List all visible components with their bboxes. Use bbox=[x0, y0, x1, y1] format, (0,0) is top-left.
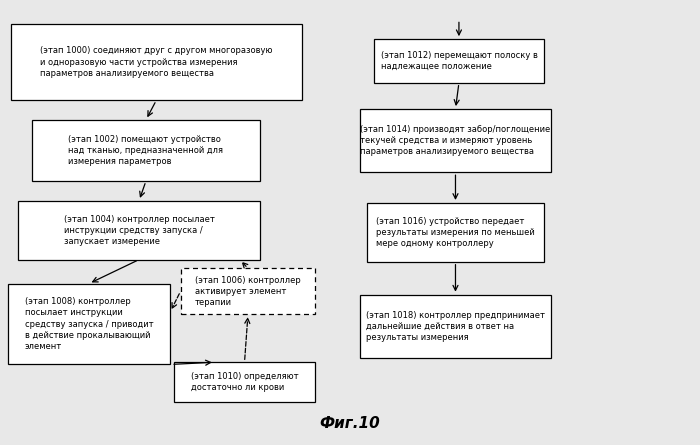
Text: (этап 1016) устройство передает
результаты измерения по меньшей
мере одному конт: (этап 1016) устройство передает результа… bbox=[376, 217, 535, 248]
FancyBboxPatch shape bbox=[11, 24, 302, 100]
Text: (этап 1008) контроллер
посылает инструкции
средству запуска / приводит
в действи: (этап 1008) контроллер посылает инструкц… bbox=[25, 297, 153, 351]
FancyBboxPatch shape bbox=[368, 203, 544, 262]
Text: Фиг.10: Фиг.10 bbox=[320, 416, 380, 431]
Text: (этап 1010) определяют
достаточно ли крови: (этап 1010) определяют достаточно ли кро… bbox=[190, 372, 298, 392]
Text: (этап 1012) перемещают полоску в
надлежащее положение: (этап 1012) перемещают полоску в надлежа… bbox=[381, 51, 538, 71]
FancyBboxPatch shape bbox=[174, 362, 316, 401]
FancyBboxPatch shape bbox=[8, 283, 170, 364]
FancyBboxPatch shape bbox=[374, 39, 544, 83]
Text: (этап 1002) помещают устройство
над тканью, предназначенной для
измерения параме: (этап 1002) помещают устройство над ткан… bbox=[69, 135, 223, 166]
Text: (этап 1000) соединяют друг с другом многоразовую
и одноразовую части устройства : (этап 1000) соединяют друг с другом мног… bbox=[40, 46, 272, 77]
FancyBboxPatch shape bbox=[360, 109, 551, 172]
FancyBboxPatch shape bbox=[18, 201, 260, 259]
Text: (этап 1004) контроллер посылает
инструкции средству запуска /
запускает измерени: (этап 1004) контроллер посылает инструкц… bbox=[64, 214, 214, 246]
Text: (этап 1018) контроллер предпринимает
дальнейшие действия в ответ на
результаты и: (этап 1018) контроллер предпринимает дал… bbox=[366, 311, 545, 342]
FancyBboxPatch shape bbox=[181, 268, 316, 314]
Text: (этап 1006) контроллер
активирует элемент
терапии: (этап 1006) контроллер активирует элемен… bbox=[195, 275, 301, 307]
FancyBboxPatch shape bbox=[360, 295, 551, 358]
Text: (этап 1014) производят забор/поглощение
текучей средства и измеряют уровень
пара: (этап 1014) производят забор/поглощение … bbox=[360, 125, 551, 156]
FancyBboxPatch shape bbox=[32, 120, 260, 181]
